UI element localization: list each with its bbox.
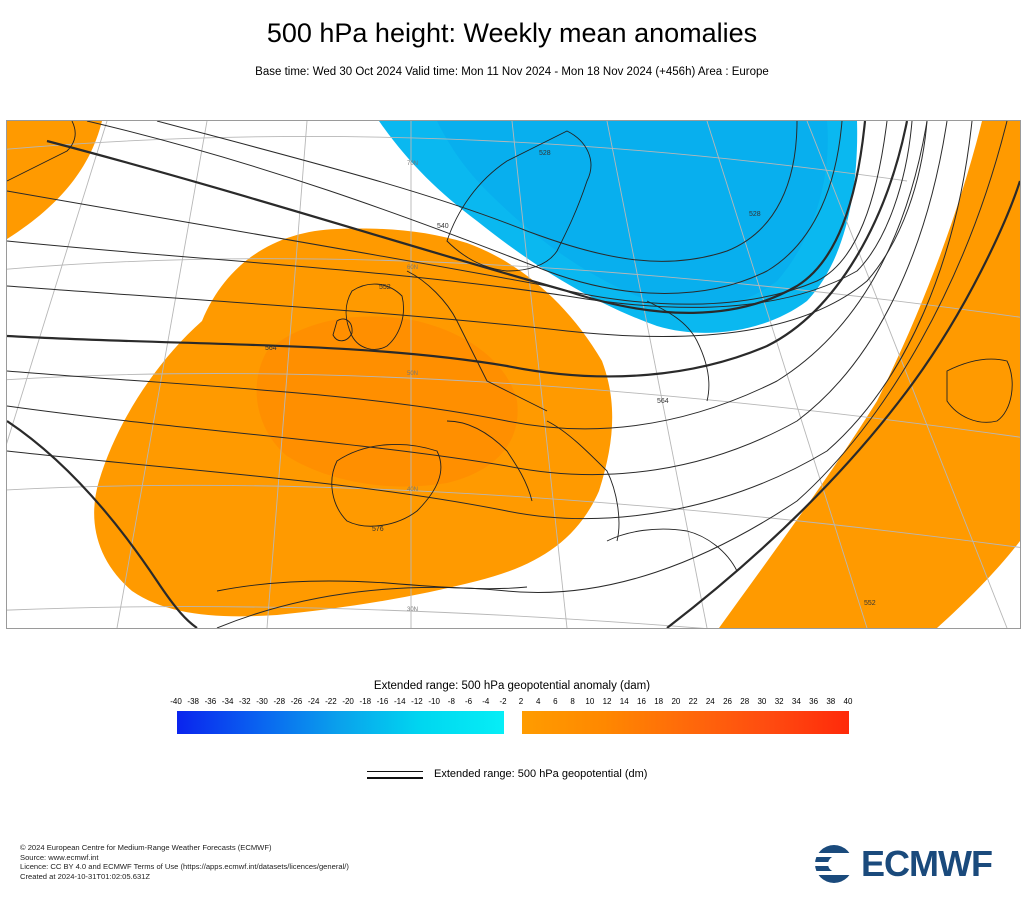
colorbar-tick-label: 24 xyxy=(705,697,715,706)
colorbar-title: Extended range: 500 hPa geopotential ano… xyxy=(373,680,651,692)
colorbar-tick-label: -32 xyxy=(239,697,251,706)
latitude-label: 50N xyxy=(407,371,418,377)
colorbar-tick-label: -24 xyxy=(307,697,320,706)
contour-label: 552 xyxy=(379,284,391,291)
legend-line-thick xyxy=(367,777,423,779)
anomaly-map[interactable]: 528 540 552 564 576 564 528 552 70N 60N … xyxy=(6,120,1021,629)
colorbar-negative xyxy=(176,710,505,735)
footer-source: Source: www.ecmwf.int xyxy=(20,852,99,862)
ecmwf-logo-icon xyxy=(813,845,859,883)
colorbar-tick-label: -40 xyxy=(170,697,182,706)
colorbar-tick-label: 14 xyxy=(619,697,629,706)
colorbar-tick-label: -2 xyxy=(499,697,507,706)
geopotential-contours xyxy=(7,121,1020,628)
colorbar-tick-label: -14 xyxy=(393,697,406,706)
legend-label: Extended range: 500 hPa geopotential (dm… xyxy=(434,768,648,780)
colorbar-tick-label: -6 xyxy=(465,697,473,706)
colorbar-tick-label: -4 xyxy=(482,697,490,706)
colorbar-tick-label: 20 xyxy=(671,697,681,706)
latitude-label: 70N xyxy=(407,161,418,167)
colorbar-tick-label: 18 xyxy=(654,697,664,706)
chart-subtitle: Base time: Wed 30 Oct 2024 Valid time: M… xyxy=(255,66,769,78)
ecmwf-logo-text: ECMWF xyxy=(861,843,993,884)
colorbar-tick-label: 16 xyxy=(637,697,646,706)
colorbar-tick-label: -30 xyxy=(256,697,268,706)
footer-copyright: © 2024 European Centre for Medium-Range … xyxy=(20,843,272,852)
colorbar-tick-label: -36 xyxy=(204,697,217,706)
map-canvas: 528 540 552 564 576 564 528 552 70N 60N … xyxy=(7,121,1020,628)
colorbar-tick-label: -16 xyxy=(376,697,389,706)
colorbar-tick-label: 36 xyxy=(809,697,819,706)
ecmwf-logo[interactable]: ECMWF xyxy=(813,843,1013,885)
colorbar-tick-label: 30 xyxy=(757,697,767,706)
footer: © 2024 European Centre for Medium-Range … xyxy=(20,843,349,881)
colorbar-tick-label: 38 xyxy=(826,697,836,706)
colorbar-tick-label: -12 xyxy=(411,697,423,706)
colorbar-tick-label: 22 xyxy=(688,697,698,706)
legend-line-thin xyxy=(367,771,423,772)
negative-anomaly-core xyxy=(437,121,828,308)
graticule xyxy=(7,121,1020,628)
colorbar-tick-label: -8 xyxy=(447,697,455,706)
latitude-labels: 70N 60N 50N 40N 30N xyxy=(407,161,418,613)
colorbar-tick-label: 4 xyxy=(535,697,541,706)
colorbar-tick-label: 10 xyxy=(585,697,595,706)
contour-label: 564 xyxy=(657,398,669,405)
contour-label: 576 xyxy=(372,526,384,533)
contour-label: 552 xyxy=(864,600,876,607)
colorbar-tick-label: 32 xyxy=(774,697,784,706)
footer-licence: Licence: CC BY 4.0 and ECMWF Terms of Us… xyxy=(20,862,349,871)
contour-label: 564 xyxy=(265,345,277,352)
latitude-label: 60N xyxy=(407,265,418,271)
colorbar-tick-label: -38 xyxy=(187,697,199,706)
colorbar-tick-label: 34 xyxy=(791,697,801,706)
chart-title: 500 hPa height: Weekly mean anomalies xyxy=(266,18,758,48)
contour-label: 528 xyxy=(539,150,551,157)
colorbar-tick-label: -28 xyxy=(273,697,286,706)
colorbar-tick-label: 40 xyxy=(843,697,853,706)
colorbar-labels: -40 -38 -36 -34 -32 -30 -28 -26 -24 -22 -20 -18 -16-… xyxy=(0,697,1024,709)
positive-anomaly-nw xyxy=(7,121,102,239)
colorbar-tick-label: -34 xyxy=(221,697,234,706)
colorbar-tick-label: 26 xyxy=(723,697,732,706)
latitude-label: 30N xyxy=(407,607,418,613)
coastlines xyxy=(7,121,1013,592)
colorbar-tick-label: -22 xyxy=(325,697,337,706)
colorbar-tick-label: 2 xyxy=(518,697,524,706)
colorbar-tick-label: 28 xyxy=(740,697,750,706)
colorbar-tick-label: 12 xyxy=(602,697,612,706)
colorbar-tick-label: -26 xyxy=(290,697,303,706)
footer-created: Created at 2024-10-31T01:02:05.631Z xyxy=(20,871,151,881)
latitude-label: 40N xyxy=(407,487,418,493)
positive-anomaly-east xyxy=(719,121,1020,628)
colorbar-tick-label: 6 xyxy=(553,697,558,706)
colorbar-tick-label: -18 xyxy=(359,697,372,706)
colorbar-positive xyxy=(521,710,850,735)
contour-label: 528 xyxy=(749,211,761,218)
colorbar-tick-label: 8 xyxy=(570,697,575,706)
contour-labels: 528 540 552 564 576 564 528 552 xyxy=(265,150,876,607)
colorbar-tick-label: -20 xyxy=(342,697,354,706)
contour-label: 540 xyxy=(437,223,449,230)
colorbar-tick-label: -10 xyxy=(428,697,440,706)
